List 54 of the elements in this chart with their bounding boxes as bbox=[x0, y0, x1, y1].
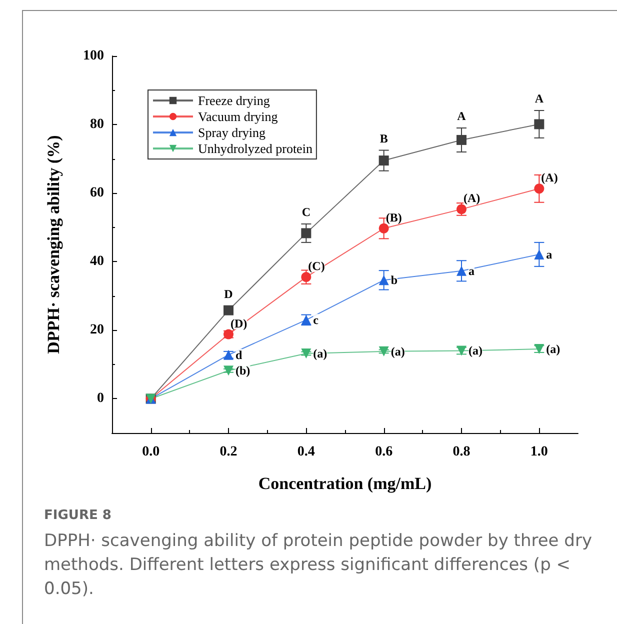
annotation: b bbox=[390, 273, 398, 288]
annotation: d bbox=[236, 348, 242, 362]
annotation: C bbox=[302, 204, 311, 219]
point bbox=[301, 272, 312, 282]
x-tick-label: 0.4 bbox=[297, 444, 315, 460]
point bbox=[301, 348, 312, 358]
annotation: a bbox=[546, 247, 552, 262]
annotation: (a) bbox=[546, 342, 560, 356]
annotation: (a) bbox=[468, 344, 482, 358]
point bbox=[534, 249, 544, 260]
y-tick-label: 0 bbox=[97, 391, 104, 406]
legend-label: Vacuum drying bbox=[198, 109, 278, 124]
annotation: a bbox=[468, 264, 474, 278]
y-axis-title: DPPH· scavenging ability (%) bbox=[44, 135, 63, 354]
annotation: (C) bbox=[308, 259, 325, 274]
y-tick-label: 100 bbox=[83, 48, 104, 64]
point bbox=[224, 305, 234, 316]
point bbox=[378, 156, 389, 166]
annotation: (B) bbox=[386, 210, 402, 224]
x-tick-label: 0.6 bbox=[375, 444, 393, 460]
x-tick-label: 1.0 bbox=[530, 444, 548, 460]
annotation: A bbox=[534, 91, 544, 106]
x-tick-label: 0.2 bbox=[220, 444, 238, 460]
x-tick-label: 0.0 bbox=[142, 444, 160, 460]
annotation: (A) bbox=[541, 170, 558, 185]
annotation: (D) bbox=[230, 316, 248, 330]
point bbox=[456, 134, 466, 145]
legend-label: Freeze drying bbox=[198, 93, 270, 108]
x-tick-label: 0.8 bbox=[452, 444, 470, 460]
legend-label: Spray drying bbox=[198, 125, 266, 140]
y-tick-label: 80 bbox=[90, 117, 104, 132]
annotation: (a) bbox=[313, 346, 328, 360]
text: DPPH· scavenging ability of protein peptide powder by three dry methods. Different letters express significant differences (p < 0.05). bbox=[44, 530, 594, 601]
point bbox=[301, 228, 312, 238]
point bbox=[456, 266, 466, 276]
annotation: (b) bbox=[236, 364, 250, 378]
annotation: A bbox=[457, 108, 466, 123]
y-tick-label: 20 bbox=[90, 322, 104, 338]
point bbox=[534, 119, 544, 130]
annotation: (a) bbox=[390, 344, 405, 358]
legend-label: Unhydrolyzed protein bbox=[198, 141, 313, 156]
y-tick-label: 60 bbox=[90, 186, 104, 201]
y-tick-label: 40 bbox=[90, 254, 104, 270]
point bbox=[378, 223, 389, 234]
point bbox=[378, 275, 389, 286]
point bbox=[534, 184, 544, 194]
caption: FIGURE 8 bbox=[44, 508, 112, 523]
annotation: (A) bbox=[464, 191, 480, 206]
annotation: B bbox=[380, 131, 388, 146]
annotation: D bbox=[224, 287, 234, 302]
point bbox=[224, 366, 234, 376]
annotation: c bbox=[313, 312, 320, 327]
x-axis-title: Concentration (mg/mL) bbox=[258, 474, 432, 493]
point bbox=[378, 346, 389, 356]
